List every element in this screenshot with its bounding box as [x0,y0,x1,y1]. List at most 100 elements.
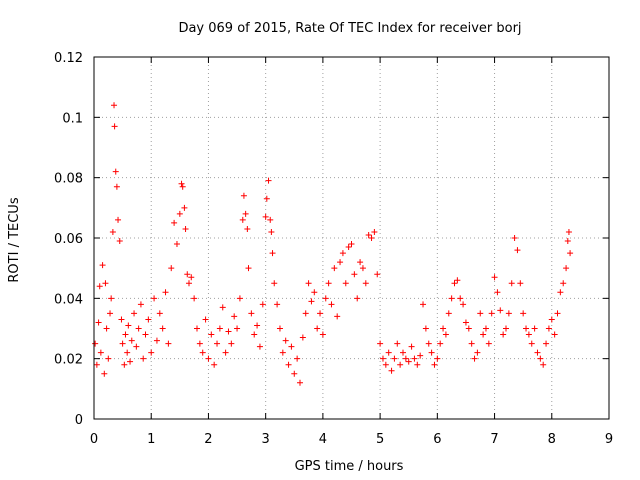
data-point [199,349,206,356]
data-point [245,265,252,272]
data-point [112,168,119,175]
data-point [491,274,498,281]
data-point [434,355,441,362]
data-point [471,355,478,362]
data-point [205,355,212,362]
data-point [109,228,116,235]
data-point [379,355,386,362]
data-point [402,355,409,362]
data-point [116,238,123,245]
data-point [540,361,547,368]
data-point [334,313,341,320]
data-point [422,325,429,332]
data-point [279,349,286,356]
data-point [222,349,229,356]
data-point [240,192,247,199]
data-point [208,331,215,338]
data-point [107,310,114,317]
data-points [92,102,574,386]
data-point [508,280,515,287]
data-point [288,343,295,350]
data-point [337,259,344,266]
data-point [525,331,532,338]
data-point [251,331,258,338]
data-point [234,325,241,332]
data-point [511,235,518,241]
data-point [263,195,270,202]
data-point [528,340,535,347]
data-point [485,340,492,347]
data-point [151,295,158,302]
data-point [454,277,461,284]
data-point [259,301,266,308]
data-point [182,225,189,232]
data-point [269,250,276,257]
data-point [474,349,481,356]
data-point [297,379,303,386]
data-point [557,289,564,296]
data-point [405,358,412,365]
data-point [274,301,281,308]
data-point [291,370,298,377]
data-point [500,331,507,338]
data-point [317,310,324,317]
data-point [354,295,361,302]
y-tick-label: 0.08 [54,172,83,187]
data-point [135,325,142,332]
data-point [411,355,418,362]
data-point [216,325,223,332]
data-point [414,361,421,368]
data-point [567,250,574,257]
data-point [165,340,172,347]
data-point [565,228,572,235]
data-point [543,340,550,347]
data-point [400,349,406,356]
data-point [345,244,352,251]
data-point [97,349,104,356]
data-point [425,340,432,347]
data-point [285,361,292,368]
data-point [442,331,449,338]
data-point [153,337,160,344]
data-point [244,225,251,232]
x-tick-label: 5 [376,432,384,447]
data-point [488,310,495,317]
data-point [477,310,484,317]
data-point [93,361,100,368]
data-point [184,271,191,278]
data-point [248,310,255,317]
data-point [162,289,169,296]
data-point [137,301,144,308]
data-point [368,235,375,241]
x-tick-label: 4 [319,432,327,447]
data-point [214,340,221,347]
data-point [103,325,110,332]
data-point [118,316,125,323]
data-point [451,280,458,287]
data-point [256,343,263,350]
x-tick-label: 6 [433,432,441,447]
data-point [505,310,512,317]
data-point [211,361,218,368]
data-point [537,355,544,362]
data-point [299,334,306,341]
data-point [171,219,178,226]
data-point [468,340,475,347]
data-point [228,340,235,347]
y-tick-label: 0.12 [54,51,83,66]
data-point [225,328,232,335]
data-point [551,331,558,338]
data-point [219,304,226,311]
data-point [408,343,415,350]
data-point [428,349,435,356]
data-point [431,361,438,368]
data-point [131,310,138,317]
x-tick-label: 3 [262,432,270,447]
data-point [101,370,108,377]
data-point [377,340,384,347]
data-point [457,295,464,302]
data-point [564,238,571,245]
data-point [339,250,346,257]
data-point [305,280,312,287]
